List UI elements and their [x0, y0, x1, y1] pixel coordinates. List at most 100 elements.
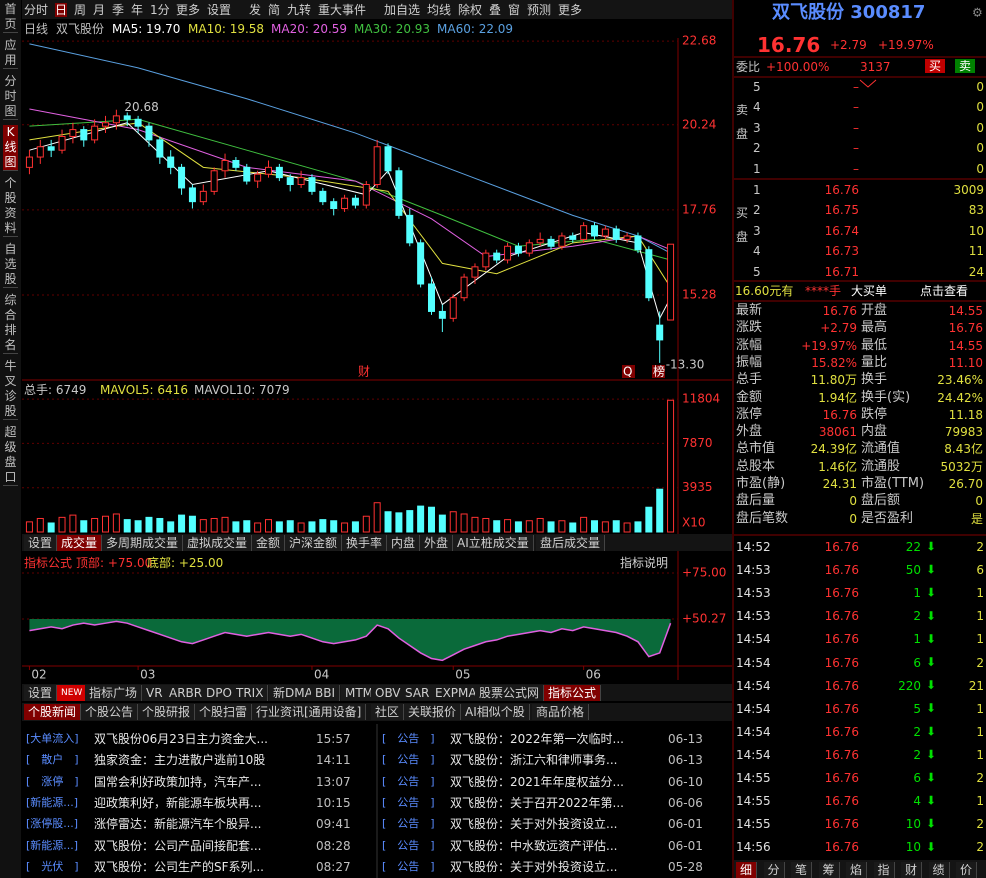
- volume-tab[interactable]: 设置: [24, 535, 58, 551]
- volume-tab[interactable]: 金额: [252, 535, 286, 551]
- toolbar-button[interactable]: 1分: [150, 3, 170, 17]
- sidebar-tab[interactable]: 个股资料: [3, 176, 18, 237]
- big-order[interactable]: 点击查看: [920, 284, 969, 298]
- toolbar-button[interactable]: 月: [93, 3, 106, 17]
- indicator-tab[interactable]: OBV: [371, 685, 406, 701]
- volume-tab[interactable]: 多周期成交量: [102, 535, 184, 551]
- news-tab[interactable]: 关联报价: [404, 704, 462, 720]
- news-title[interactable]: 双飞股份：2021年年度权益分...: [450, 774, 624, 789]
- toolbar-button[interactable]: 更多: [176, 3, 201, 17]
- sidebar-tab[interactable]: 自选股: [3, 242, 18, 288]
- indicator-tab[interactable]: NEW: [57, 685, 87, 701]
- candle-body: [373, 146, 381, 185]
- toolbar-button[interactable]: 九转: [287, 3, 312, 17]
- tick-count: 1: [976, 701, 984, 716]
- news-title[interactable]: 双飞股份：2022年第一次临时...: [450, 732, 624, 746]
- toolbar-button[interactable]: 日: [55, 3, 68, 17]
- news-title[interactable]: 双飞股份：中水致远资产评估...: [450, 838, 618, 853]
- indicator-tab[interactable]: VR: [142, 685, 168, 701]
- news-tab[interactable]: 个股扫雷: [195, 704, 253, 720]
- toolbar-button[interactable]: 简: [268, 3, 281, 17]
- down-arrow: ⬇: [926, 840, 936, 854]
- news-title[interactable]: 双飞股份：公司生产的SF系列...: [94, 859, 264, 874]
- news-title[interactable]: 迎政策利好，新能源车板块再...: [94, 795, 262, 810]
- indicator-help[interactable]: 指标说明: [620, 556, 669, 570]
- bottom-tab[interactable]: 分: [763, 862, 785, 878]
- collapse-icon[interactable]: [859, 79, 877, 88]
- toolbar-button[interactable]: 分时: [24, 3, 49, 17]
- news-title[interactable]: 双飞股份06月23日主力资金大...: [94, 732, 268, 746]
- toolbar-button[interactable]: 预测: [527, 3, 552, 17]
- sidebar-tab[interactable]: 超级盘口: [3, 425, 18, 486]
- toolbar-button[interactable]: 年: [131, 3, 144, 17]
- toolbar-button[interactable]: 周: [74, 3, 87, 17]
- toolbar-button[interactable]: 设置: [207, 3, 232, 17]
- volume-tab[interactable]: 外盘: [420, 535, 454, 551]
- volume-tab[interactable]: 虚拟成交量: [183, 535, 253, 551]
- indicator-tab[interactable]: TRIX: [232, 685, 269, 701]
- bottom-tab[interactable]: 笔: [791, 862, 813, 878]
- volume-tab[interactable]: 内盘: [387, 535, 421, 551]
- sell-button[interactable]: 卖: [955, 59, 976, 73]
- toolbar-button[interactable]: 除权: [458, 3, 483, 17]
- toolbar-button[interactable]: 均线: [427, 3, 452, 17]
- news-title[interactable]: 双飞股份：关于召开2022年第...: [450, 795, 624, 810]
- sidebar-tab[interactable]: 分时图: [3, 74, 18, 120]
- volume-tab[interactable]: 成交量: [57, 535, 103, 551]
- buy-button[interactable]: 买: [925, 59, 946, 73]
- indicator-tab[interactable]: 指标公式: [544, 685, 602, 701]
- toolbar-button[interactable]: 更多: [558, 3, 583, 17]
- indicator-tab[interactable]: BBI: [311, 685, 341, 701]
- news-title[interactable]: 国常会利好政策加持，汽车产...: [94, 774, 262, 789]
- sidebar-tab[interactable]: 应用: [3, 38, 18, 69]
- volume-bar: [188, 515, 196, 533]
- news-tab[interactable]: 商品价格: [532, 704, 590, 720]
- indicator-tab[interactable]: 设置: [24, 685, 58, 701]
- toolbar-button[interactable]: 窗: [508, 3, 521, 17]
- news-tab[interactable]: 行业资讯[通用设备]: [252, 704, 367, 720]
- volume-tab[interactable]: 换手率: [342, 535, 388, 551]
- volume-tab[interactable]: AI立桩成交量: [453, 535, 534, 551]
- toolbar-button[interactable]: 季: [112, 3, 125, 17]
- indicator-tab[interactable]: 股票公式网: [475, 685, 545, 701]
- volume-bar: [102, 515, 109, 533]
- bottom-tab[interactable]: 财: [901, 862, 923, 878]
- indicator-tab[interactable]: ARBR: [165, 685, 208, 701]
- indicator-tab[interactable]: 指标广场: [85, 685, 143, 701]
- volume-tab[interactable]: 沪深金额: [285, 535, 343, 551]
- bottom-tab[interactable]: 价: [956, 862, 978, 878]
- news-title[interactable]: 独家资金：主力进散户逃前10股: [94, 753, 266, 768]
- news-tab[interactable]: 社区: [371, 704, 405, 720]
- indicator-line: [29, 620, 672, 662]
- news-tab[interactable]: 个股公告: [81, 704, 139, 720]
- book-level: 3: [753, 223, 761, 238]
- sidebar-tab[interactable]: 综合排名: [3, 293, 18, 354]
- news-tab[interactable]: 个股新闻: [24, 704, 82, 720]
- sidebar-tab[interactable]: 首页: [3, 2, 18, 33]
- bottom-tab[interactable]: 焰: [846, 862, 868, 878]
- bottom-tab[interactable]: 绩: [928, 862, 950, 878]
- volume-tab[interactable]: 盘后成交量: [536, 535, 606, 551]
- news-title[interactable]: 双飞股份：公司产品间接配套...: [94, 838, 262, 853]
- volume-bar: [297, 522, 305, 533]
- sidebar-tab[interactable]: K线图: [3, 125, 18, 171]
- news-title[interactable]: 双飞股份：关于对外投资设立...: [450, 859, 618, 874]
- news-title[interactable]: 涨停雷达：新能源汽车个股异...: [94, 817, 262, 832]
- bottom-tab[interactable]: 指: [873, 862, 895, 878]
- toolbar-button[interactable]: 加自选: [384, 3, 421, 17]
- bottom-tab[interactable]: 筹: [818, 862, 840, 878]
- indicator-tab[interactable]: EXPMA: [431, 685, 482, 701]
- indicator-tab[interactable]: MTM: [341, 685, 379, 701]
- toolbar-button[interactable]: 叠: [489, 3, 502, 17]
- news-tab[interactable]: 个股研报: [138, 704, 196, 720]
- indicator-tab[interactable]: DPO: [202, 685, 237, 701]
- sidebar-tab[interactable]: 牛叉诊股: [3, 359, 18, 420]
- news-title[interactable]: 双飞股份：关于对外投资设立...: [450, 817, 618, 832]
- news-tab[interactable]: AI相似个股: [461, 704, 530, 720]
- news-title[interactable]: 双飞股份：浙江六和律师事务...: [450, 753, 618, 768]
- toolbar-button[interactable]: 发: [249, 3, 262, 17]
- toolbar-button[interactable]: 重大事件: [318, 3, 367, 17]
- gear-icon[interactable]: ⚙: [972, 6, 983, 20]
- indicator-tab[interactable]: SAR: [401, 685, 435, 701]
- bottom-tab[interactable]: 细: [736, 862, 758, 878]
